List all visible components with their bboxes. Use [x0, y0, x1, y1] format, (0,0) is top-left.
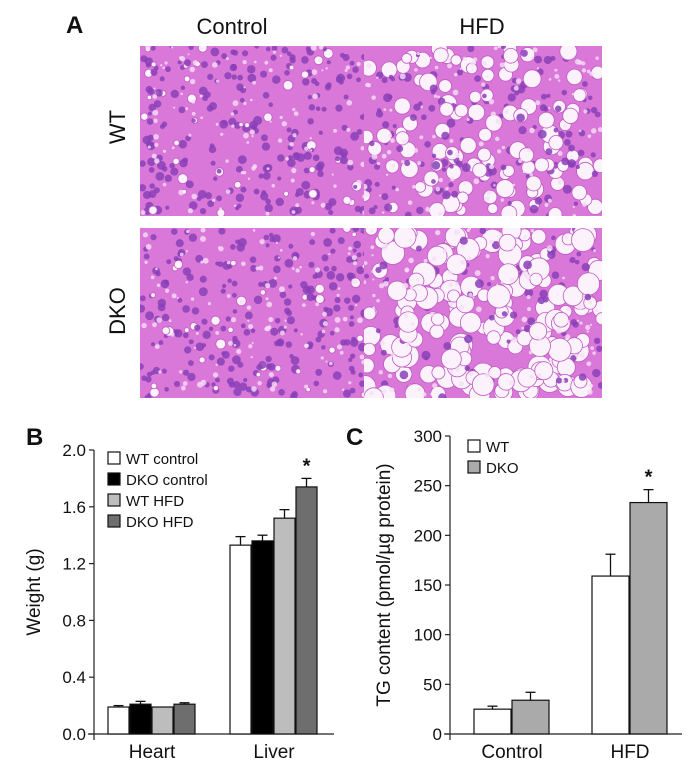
column-label-hfd: HFD — [459, 14, 505, 39]
svg-text:*: * — [645, 467, 653, 489]
svg-text:50: 50 — [423, 675, 442, 694]
svg-text:HFD: HFD — [610, 742, 649, 763]
svg-text:0: 0 — [433, 725, 442, 744]
svg-text:150: 150 — [414, 576, 442, 595]
row-label-dko: DKO — [105, 287, 130, 335]
panel-b-letter: B — [26, 424, 44, 451]
svg-text:2.0: 2.0 — [62, 441, 86, 460]
svg-text:Control: Control — [481, 742, 542, 763]
svg-text:*: * — [303, 455, 311, 477]
svg-text:WT control: WT control — [126, 451, 198, 468]
svg-text:Liver: Liver — [253, 742, 295, 763]
histology-dko-hfd — [364, 228, 602, 398]
svg-text:Heart: Heart — [129, 742, 176, 763]
panel-c-letter: C — [346, 424, 364, 451]
svg-text:TG content (pmol/µg protein): TG content (pmol/µg protein) — [374, 463, 395, 706]
chart-organ-weight: 0.0 0.4 0.8 1.2 1.6 2.0 Weight (g) Heart Liver * W… — [24, 441, 334, 763]
svg-text:0.8: 0.8 — [62, 611, 86, 630]
histology-wt-control — [140, 46, 378, 216]
svg-text:250: 250 — [414, 477, 442, 496]
chart-tg-content: 0 50 100 150 200 250 300 TG content (pmol/µg pr… — [374, 427, 682, 763]
svg-text:DKO control: DKO control — [126, 472, 208, 489]
row-label-wt: WT — [105, 109, 130, 145]
svg-text:200: 200 — [414, 526, 442, 545]
svg-text:1.2: 1.2 — [62, 555, 86, 574]
svg-text:WT HFD: WT HFD — [126, 493, 184, 510]
histology-dko-control — [140, 228, 378, 398]
svg-text:100: 100 — [414, 626, 442, 645]
svg-text:WT: WT — [486, 439, 509, 456]
svg-text:0.0: 0.0 — [62, 725, 86, 744]
svg-text:Weight (g): Weight (g) — [24, 548, 45, 635]
svg-text:DKO HFD: DKO HFD — [126, 514, 194, 531]
histology-wt-hfd — [364, 46, 602, 216]
column-label-control: Control — [196, 14, 268, 39]
panel-a-letter: A — [66, 12, 84, 39]
svg-text:300: 300 — [414, 427, 442, 446]
svg-text:0.4: 0.4 — [62, 668, 86, 687]
svg-text:DKO: DKO — [486, 460, 519, 477]
svg-text:1.6: 1.6 — [62, 498, 86, 517]
